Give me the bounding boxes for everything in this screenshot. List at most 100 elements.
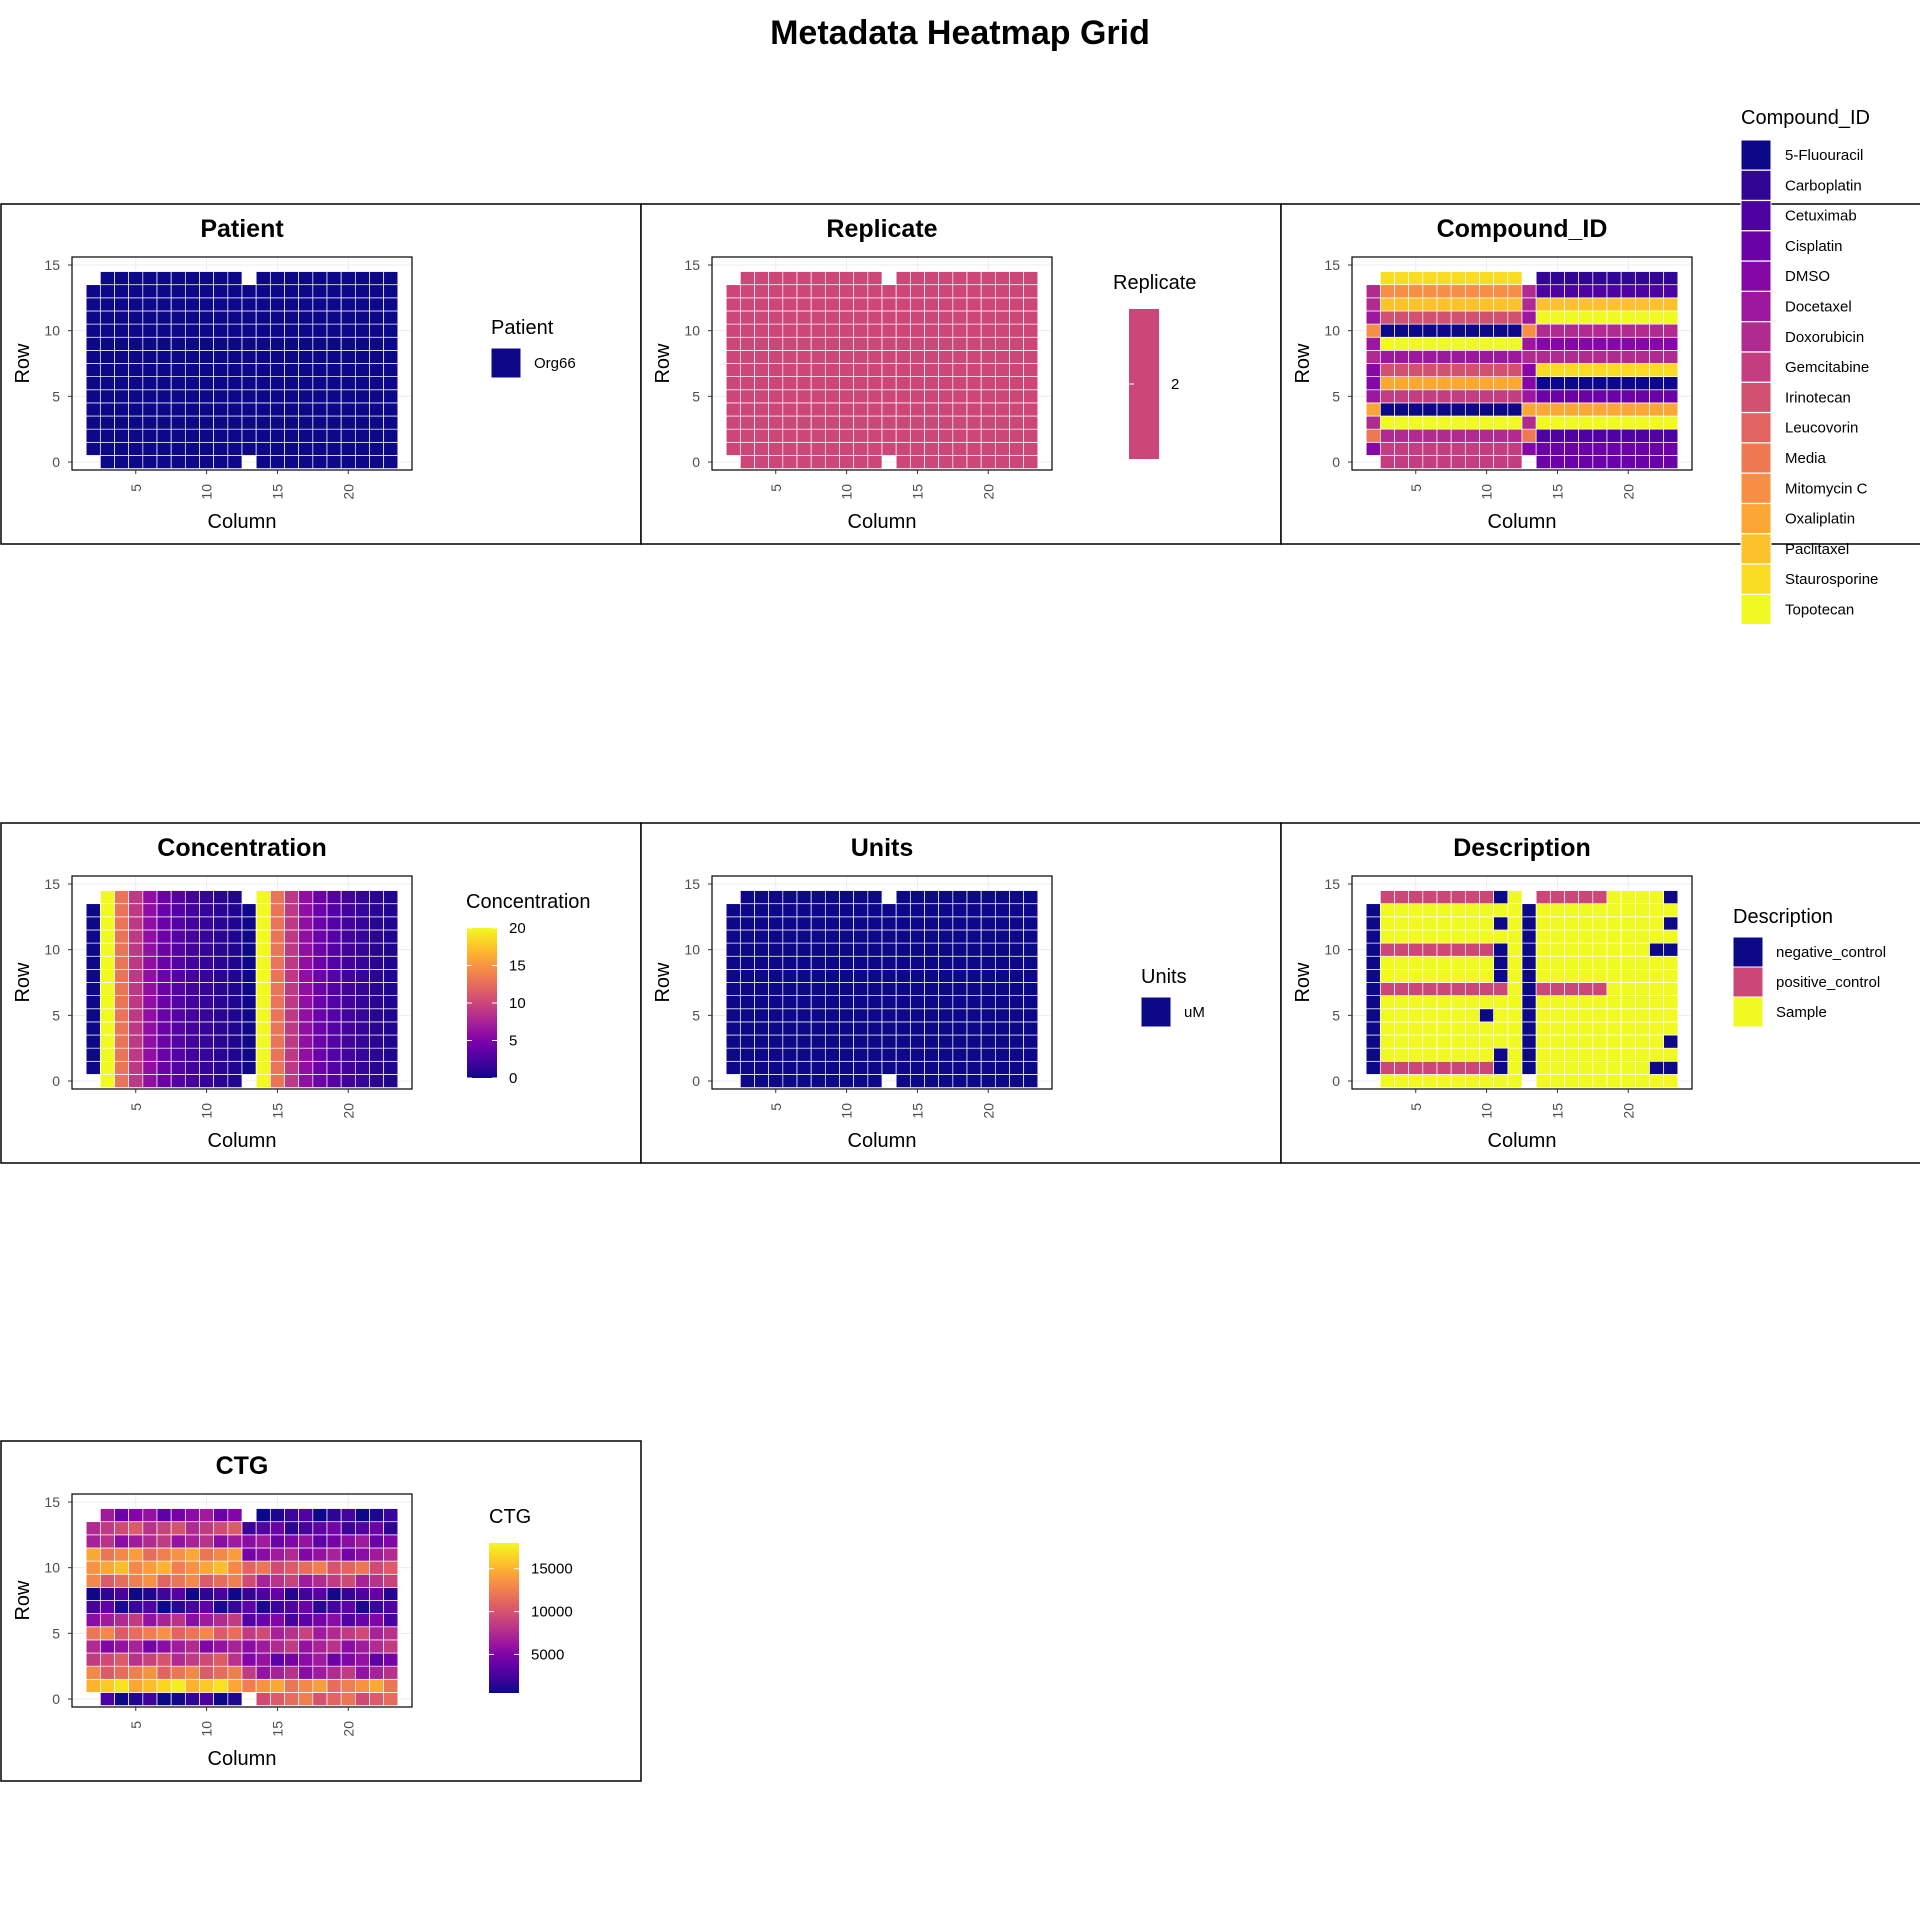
heatmap-cell xyxy=(298,1508,314,1523)
heatmap-cell xyxy=(994,376,1010,391)
heatmap-cell xyxy=(284,1613,300,1628)
heatmap-cell xyxy=(227,1652,243,1667)
heatmap-cell xyxy=(1379,916,1395,931)
heatmap-cell xyxy=(298,929,314,944)
heatmap-cell xyxy=(241,428,257,443)
heatmap-cell xyxy=(1408,1060,1424,1075)
heatmap-cell xyxy=(1394,271,1410,286)
heatmap-cell xyxy=(128,982,144,996)
heatmap-cell xyxy=(1663,271,1679,286)
heatmap-cell xyxy=(128,297,144,312)
heatmap-cell xyxy=(938,441,954,456)
y-tick-label: 10 xyxy=(684,323,700,339)
y-axis-label: Row xyxy=(12,962,34,1003)
heatmap-cell xyxy=(85,1587,101,1601)
heatmap-cell xyxy=(241,916,257,931)
heatmap-cell xyxy=(369,1600,385,1614)
heatmap-cell xyxy=(810,428,826,443)
heatmap-cell xyxy=(824,1021,840,1036)
heatmap-cell xyxy=(994,336,1010,351)
heatmap-cell xyxy=(142,1573,158,1588)
heatmap-cell xyxy=(255,942,271,957)
heatmap-cell xyxy=(85,982,101,996)
heatmap-cell xyxy=(1422,402,1438,417)
heatmap-cell xyxy=(739,903,755,918)
heatmap-cell xyxy=(184,402,200,417)
heatmap-cell xyxy=(114,1678,130,1693)
heatmap-cell xyxy=(1507,284,1523,299)
plot-border xyxy=(71,1493,413,1708)
heatmap-cell xyxy=(1436,969,1452,983)
heatmap-cell xyxy=(768,323,784,338)
heatmap-cell xyxy=(142,363,158,377)
heatmap-cell xyxy=(1535,428,1551,443)
heatmap-cell xyxy=(768,402,784,417)
heatmap-cell xyxy=(383,1547,399,1562)
heatmap-cell xyxy=(312,376,328,391)
x-tick-label: 5 xyxy=(1408,1103,1424,1111)
heatmap-cell xyxy=(269,1652,285,1667)
heatmap-cell xyxy=(199,1573,215,1588)
heatmap-cell xyxy=(1564,982,1580,996)
heatmap-cell xyxy=(1663,284,1679,299)
heatmap-cell xyxy=(980,1008,996,1023)
heatmap-cell xyxy=(269,1021,285,1036)
heatmap-cell xyxy=(142,415,158,430)
heatmap-cell xyxy=(156,1021,172,1036)
heatmap-cell xyxy=(1564,350,1580,364)
heatmap-cell xyxy=(938,1021,954,1036)
heatmap-cell xyxy=(284,1573,300,1588)
heatmap-cell xyxy=(1379,271,1395,286)
legend-label-docetaxel: Docetaxel xyxy=(1785,299,1852,316)
heatmap-cell xyxy=(782,1034,798,1049)
heatmap-cell xyxy=(952,995,968,1010)
heatmap-cell xyxy=(354,1665,370,1680)
heatmap-cell xyxy=(241,1047,257,1062)
heatmap-cell xyxy=(1564,415,1580,430)
heatmap-cell xyxy=(213,1508,229,1523)
heatmap-cell xyxy=(114,1508,130,1523)
x-tick-label: 5 xyxy=(768,1103,784,1111)
heatmap-cell xyxy=(1436,428,1452,443)
heatmap-cell xyxy=(739,1047,755,1062)
heatmap-cell xyxy=(156,995,172,1010)
heatmap-cell xyxy=(1549,376,1565,391)
heatmap-cell xyxy=(284,916,300,931)
heatmap-cell xyxy=(1663,916,1679,931)
heatmap-cell xyxy=(1507,428,1523,443)
heatmap-cell xyxy=(881,916,897,931)
heatmap-cell xyxy=(1023,284,1039,299)
heatmap-cell xyxy=(326,982,342,996)
heatmap-cell xyxy=(810,323,826,338)
legend-label-topotecan: Topotecan xyxy=(1785,602,1854,619)
heatmap-cell xyxy=(298,297,314,312)
heatmap-cell xyxy=(298,1547,314,1562)
heatmap-cell xyxy=(994,441,1010,456)
heatmap-cell xyxy=(170,1021,186,1036)
heatmap-cell xyxy=(867,1060,883,1075)
heatmap-cell xyxy=(114,942,130,957)
heatmap-cell xyxy=(796,310,812,325)
heatmap-cell xyxy=(810,969,826,983)
heatmap-cell xyxy=(326,428,342,443)
heatmap-cell xyxy=(909,297,925,312)
heatmap-cell xyxy=(881,1021,897,1036)
heatmap-cell xyxy=(227,415,243,430)
heatmap-cell xyxy=(924,982,940,996)
heatmap-cell xyxy=(1578,995,1594,1010)
heatmap-cell xyxy=(85,942,101,957)
heatmap-cell xyxy=(383,1534,399,1549)
heatmap-cell xyxy=(312,1560,328,1575)
heatmap-cell xyxy=(1408,441,1424,456)
heatmap-cell xyxy=(128,955,144,970)
heatmap-cell xyxy=(284,441,300,456)
heatmap-cell xyxy=(128,376,144,391)
heatmap-cell xyxy=(1436,903,1452,918)
legend-label-leucovorin: Leucovorin xyxy=(1785,420,1858,437)
heatmap-cell xyxy=(994,982,1010,996)
heatmap-cell xyxy=(114,1547,130,1562)
heatmap-cell xyxy=(298,363,314,377)
heatmap-cell xyxy=(909,1034,925,1049)
heatmap-cell xyxy=(853,982,869,996)
